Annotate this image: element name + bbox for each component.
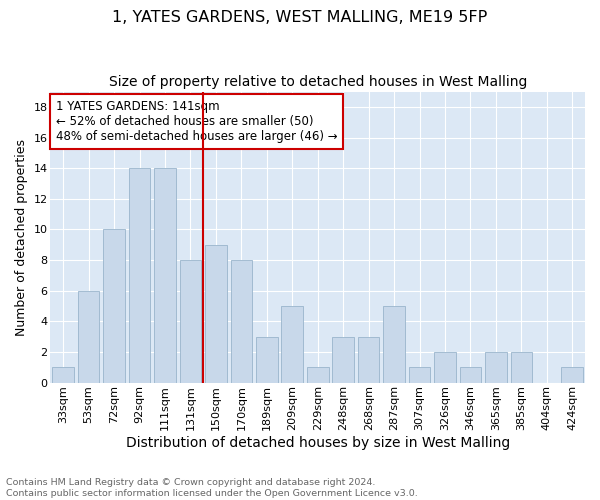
Bar: [78, 290, 100, 382]
Bar: [383, 306, 405, 382]
Bar: [409, 367, 430, 382]
Bar: [358, 336, 379, 382]
Bar: [485, 352, 507, 382]
Text: 1 YATES GARDENS: 141sqm
← 52% of detached houses are smaller (50)
48% of semi-de: 1 YATES GARDENS: 141sqm ← 52% of detache…: [56, 100, 337, 144]
Text: Contains HM Land Registry data © Crown copyright and database right 2024.
Contai: Contains HM Land Registry data © Crown c…: [6, 478, 418, 498]
Bar: [154, 168, 176, 382]
Bar: [129, 168, 151, 382]
Bar: [103, 230, 125, 382]
Bar: [307, 367, 329, 382]
Title: Size of property relative to detached houses in West Malling: Size of property relative to detached ho…: [109, 75, 527, 89]
Bar: [562, 367, 583, 382]
Bar: [52, 367, 74, 382]
Bar: [511, 352, 532, 382]
Text: 1, YATES GARDENS, WEST MALLING, ME19 5FP: 1, YATES GARDENS, WEST MALLING, ME19 5FP: [112, 10, 488, 25]
Bar: [281, 306, 303, 382]
Y-axis label: Number of detached properties: Number of detached properties: [15, 138, 28, 336]
X-axis label: Distribution of detached houses by size in West Malling: Distribution of detached houses by size …: [125, 436, 510, 450]
Bar: [256, 336, 278, 382]
Bar: [205, 244, 227, 382]
Bar: [434, 352, 456, 382]
Bar: [230, 260, 252, 382]
Bar: [460, 367, 481, 382]
Bar: [179, 260, 201, 382]
Bar: [332, 336, 354, 382]
